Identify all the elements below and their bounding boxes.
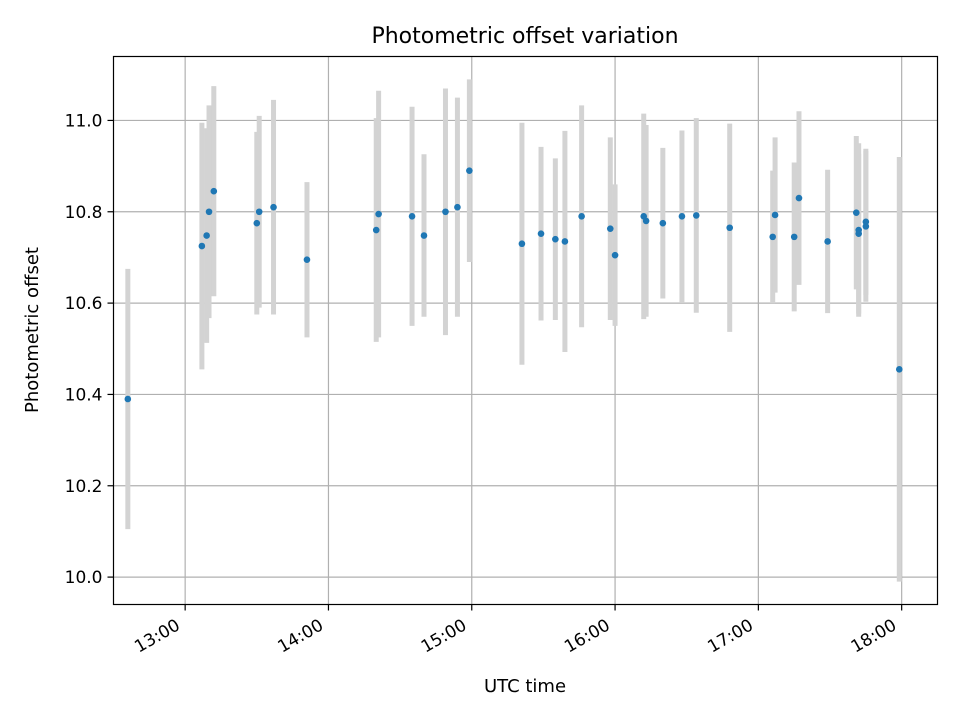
data-point bbox=[659, 219, 667, 227]
data-point bbox=[518, 240, 526, 248]
data-point bbox=[203, 232, 210, 239]
data-point bbox=[255, 208, 263, 216]
y-axis-label: Photometric offset bbox=[22, 247, 43, 413]
data-point bbox=[561, 238, 569, 245]
data-point bbox=[375, 210, 382, 218]
data-point bbox=[408, 213, 416, 220]
data-point bbox=[442, 208, 449, 216]
data-point bbox=[769, 233, 776, 241]
data-point bbox=[420, 232, 428, 239]
data-point bbox=[824, 238, 831, 245]
plot-area-frame bbox=[112, 55, 939, 606]
data-point bbox=[270, 203, 277, 211]
y-tick-label: 11.0 bbox=[65, 111, 103, 131]
data-point bbox=[205, 208, 213, 216]
y-axis-ticks: 10.0 10.2 10.4 10.6 10.8 11.0 bbox=[65, 111, 114, 588]
data-point bbox=[642, 217, 650, 225]
data-points bbox=[124, 167, 903, 403]
data-point bbox=[198, 242, 206, 250]
data-point bbox=[372, 226, 380, 234]
data-point bbox=[303, 256, 311, 264]
chart-title: Photometric offset variation bbox=[371, 24, 678, 49]
y-tick-label: 10.2 bbox=[65, 477, 103, 497]
data-point bbox=[466, 167, 473, 174]
data-point bbox=[852, 209, 860, 216]
y-tick-label: 10.8 bbox=[65, 203, 103, 223]
data-point bbox=[210, 187, 218, 195]
data-point bbox=[454, 203, 461, 211]
data-point bbox=[124, 395, 132, 403]
data-point bbox=[537, 230, 545, 237]
data-point bbox=[726, 224, 734, 232]
data-point bbox=[862, 218, 870, 226]
data-point bbox=[855, 230, 862, 237]
data-point bbox=[795, 194, 803, 202]
data-point bbox=[692, 212, 700, 219]
data-point bbox=[578, 213, 585, 220]
data-point bbox=[611, 251, 619, 259]
data-point bbox=[895, 366, 903, 373]
data-point bbox=[771, 211, 779, 219]
data-point bbox=[862, 223, 870, 230]
data-point bbox=[678, 213, 686, 220]
data-point bbox=[253, 219, 261, 227]
x-axis-label: UTC time bbox=[484, 676, 566, 697]
y-tick-label: 10.0 bbox=[65, 568, 103, 588]
data-point bbox=[606, 225, 614, 232]
y-tick-label: 10.6 bbox=[65, 294, 103, 314]
data-point bbox=[552, 235, 559, 243]
data-point bbox=[790, 233, 798, 241]
y-tick-label: 10.4 bbox=[65, 385, 103, 405]
